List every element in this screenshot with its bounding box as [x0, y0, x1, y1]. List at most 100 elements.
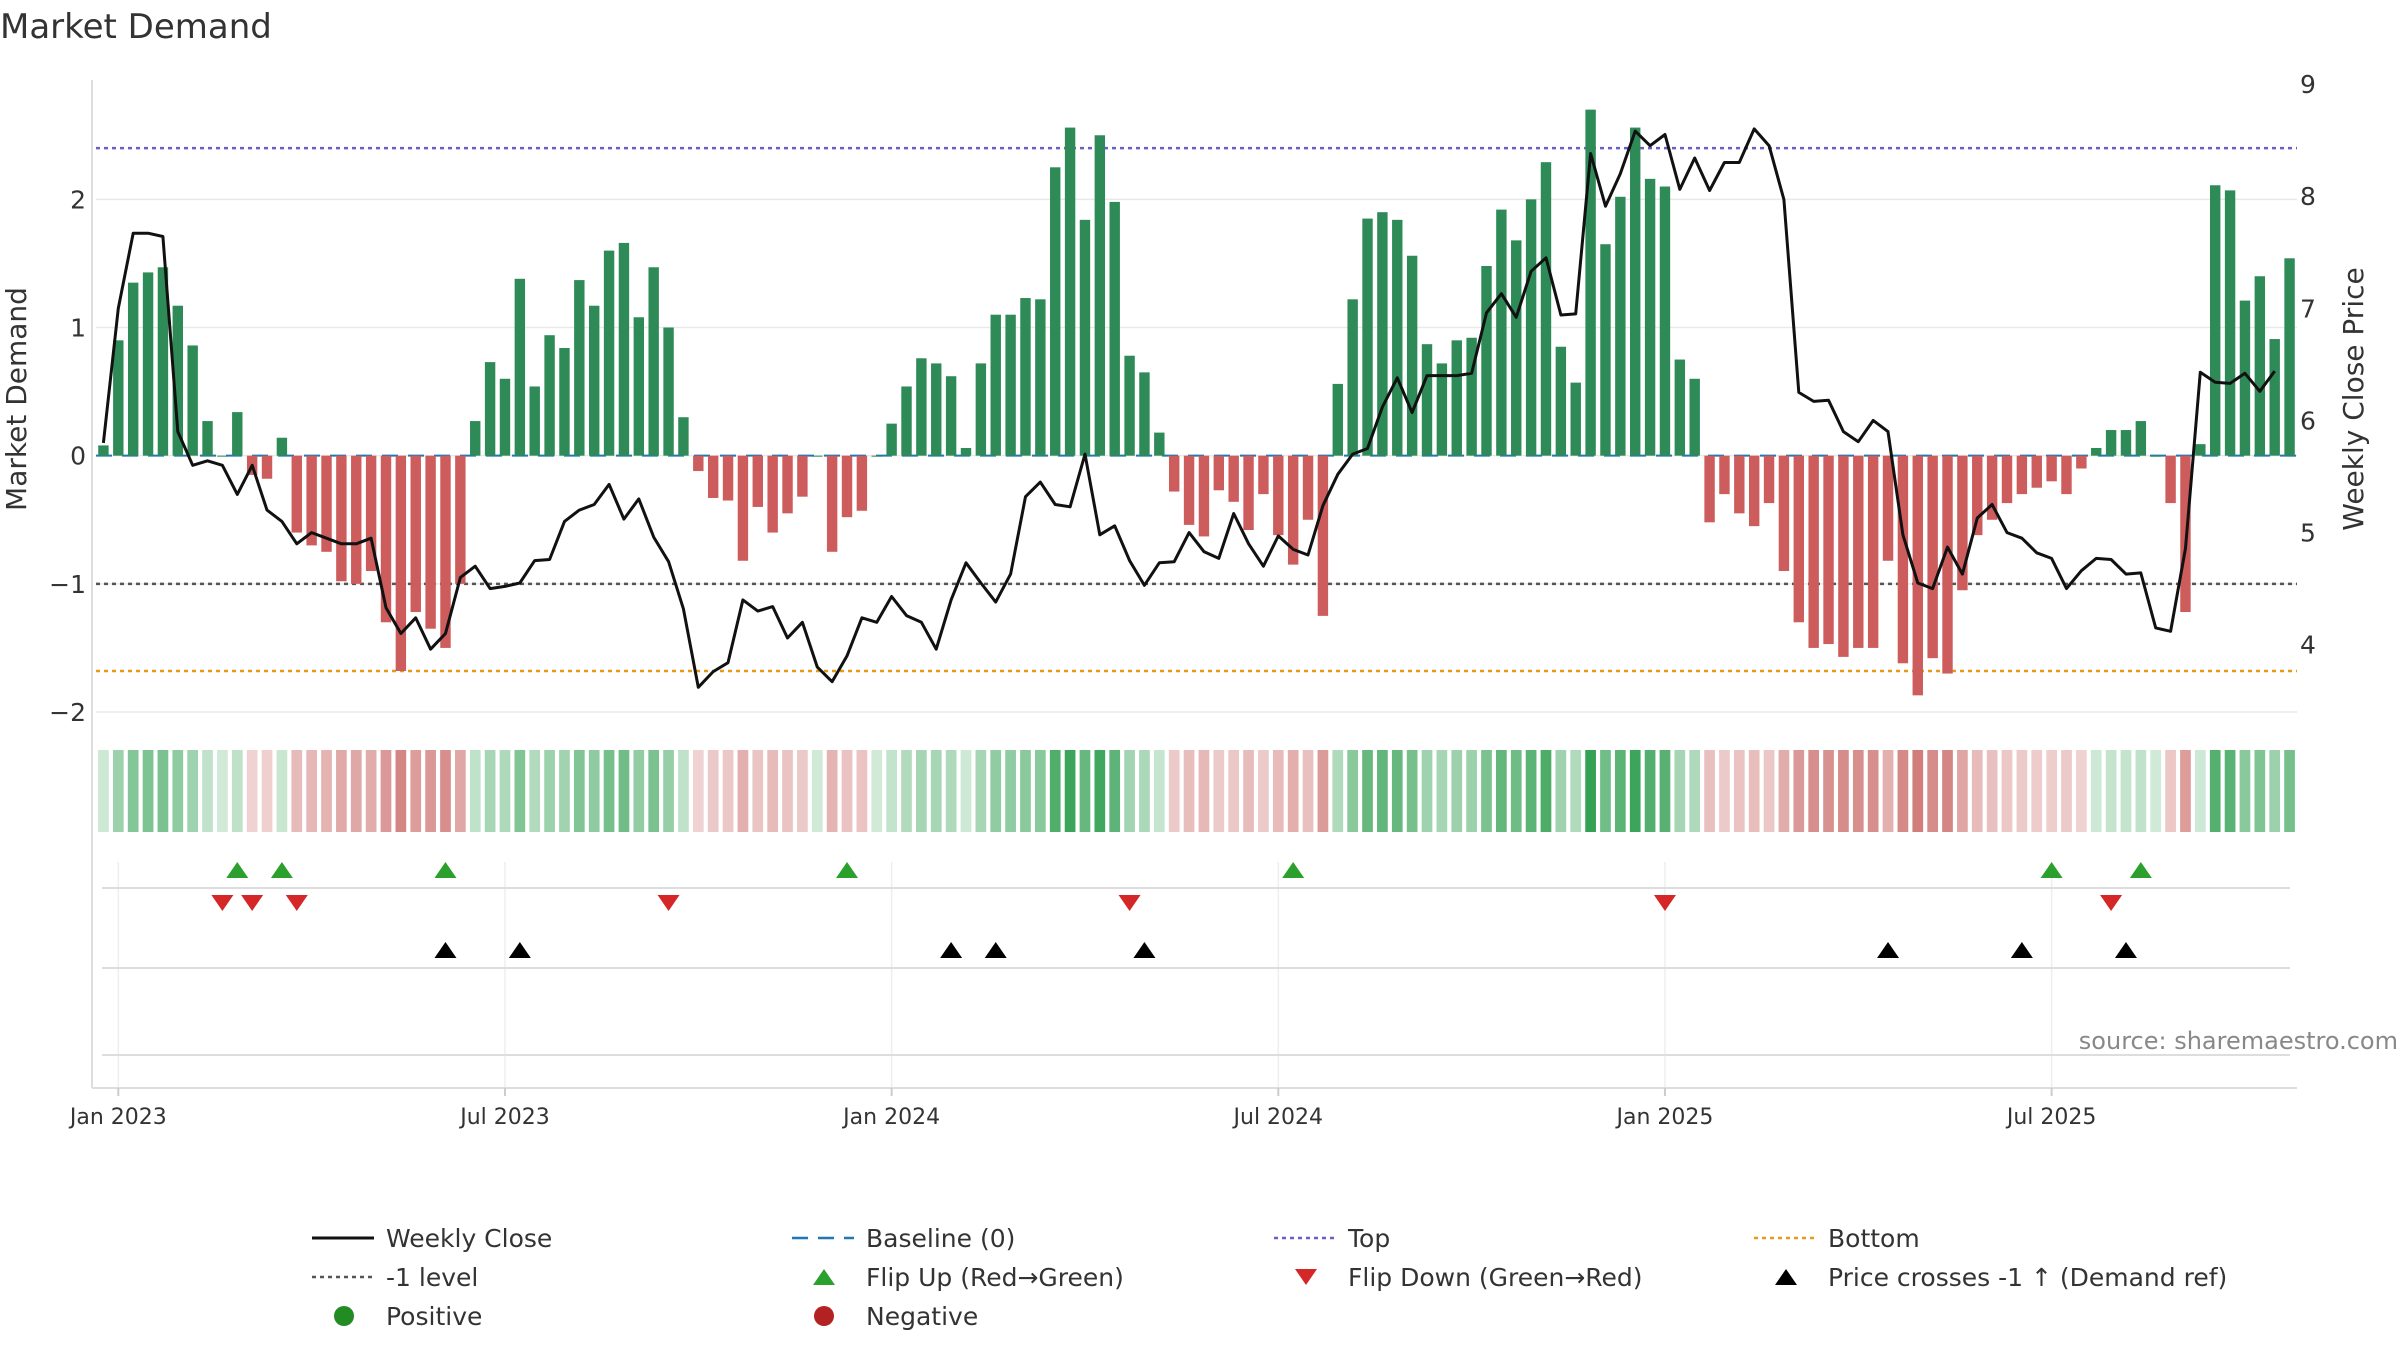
strip-cell [306, 750, 317, 832]
strip-cell [1570, 750, 1582, 832]
strip-cell [1109, 750, 1121, 832]
strip-cell [321, 750, 332, 832]
flip-down-marker [241, 895, 264, 911]
demand-bar [2091, 447, 2102, 456]
demand-bar [2076, 455, 2087, 469]
demand-bar [812, 455, 823, 457]
flip-up-marker [2040, 862, 2063, 878]
demand-bar [1124, 355, 1135, 456]
legend-label: Weekly Close [386, 1224, 552, 1253]
demand-bar [1615, 196, 1626, 456]
y-axis-label-left: Market Demand [0, 287, 33, 511]
strip-cell [1614, 750, 1626, 832]
strip-cell [380, 750, 392, 832]
strip-cell [157, 750, 169, 832]
demand-bar [1035, 299, 1046, 456]
strip-cell [1823, 750, 1834, 832]
axes: −2 −1 0 1 2 4 5 6 7 8 9 Jan 2023 Jul 2023 Jan 2024 Jul… [49, 70, 2316, 1130]
demand-bar [975, 363, 987, 456]
demand-bar [1570, 382, 1581, 456]
demand-bar [172, 305, 183, 456]
strip-cell [544, 750, 555, 832]
demand-bar [1421, 344, 1433, 456]
demand-bar [2195, 444, 2206, 456]
strip-cell [752, 750, 764, 832]
legend-label: Flip Down (Green→Red) [1348, 1263, 1643, 1292]
demand-bar [588, 305, 600, 456]
grid-layer [96, 198, 2297, 1088]
strip-cell [2001, 750, 2013, 832]
demand-bar [901, 386, 912, 456]
demand-bar [499, 378, 511, 456]
legend-item: Positive [334, 1302, 482, 1331]
strip-cell [1540, 750, 1552, 832]
strip-cell [707, 750, 719, 832]
demand-bar [514, 278, 526, 456]
chart-title: Market Demand [0, 7, 272, 47]
demand-bar [276, 437, 288, 456]
demand-bar [1168, 455, 1180, 492]
legend-label: Baseline (0) [866, 1224, 1015, 1253]
strip-cell [1332, 750, 1344, 832]
source-credit: source: sharemaestro.com [2079, 1027, 2398, 1055]
weekly-close-line [101, 127, 2276, 689]
y-left-tick-label: −2 [49, 698, 86, 727]
strip-cell [722, 750, 734, 832]
flip-down-marker [1118, 895, 1141, 911]
flip-up-marker [836, 862, 859, 878]
demand-bar [142, 272, 154, 456]
strip-cell [1139, 750, 1150, 832]
demand-bar [1198, 455, 1210, 537]
demand-bar [1882, 455, 1894, 561]
strip-cell [1942, 750, 1953, 832]
demand-bar [1927, 455, 1938, 659]
demand-bar [1020, 298, 1031, 456]
strip-cell [1986, 750, 1998, 832]
price-cross-marker [984, 942, 1007, 958]
demand-bar [782, 455, 793, 514]
flip-up-marker [434, 862, 457, 878]
demand-bar [1451, 340, 1462, 456]
strip-cell [1094, 750, 1106, 832]
price-cross-marker [508, 942, 531, 958]
strip-cell [1272, 750, 1284, 832]
demand-bar [931, 363, 942, 456]
strip-cell [291, 750, 303, 832]
strip-cell [2150, 750, 2162, 832]
legend-label: Positive [386, 1302, 482, 1331]
demand-bar [232, 412, 243, 456]
strip-cell [2076, 750, 2087, 832]
strip-cell [945, 750, 957, 832]
strip-cell [1510, 750, 1522, 832]
strip-cell [1451, 750, 1463, 832]
strip-cell [1689, 750, 1701, 832]
strip-cell [2135, 750, 2147, 832]
strip-cell [1912, 750, 1924, 832]
demand-bar [1287, 455, 1299, 565]
demand-bar [1867, 455, 1879, 648]
strip-cell [1436, 750, 1448, 832]
demand-bar [678, 417, 689, 456]
legend-symbol-triangle-up [1775, 1269, 1797, 1285]
strip-cell [1971, 750, 1983, 832]
demand-bar [1912, 455, 1923, 696]
price-cross-marker [2010, 942, 2033, 958]
strip-cell [2254, 750, 2266, 832]
strip-cell [559, 750, 570, 832]
strip-cell [1406, 750, 1418, 832]
strip-cell [930, 750, 942, 832]
strip-cell [1049, 750, 1061, 832]
strip-cell [841, 750, 853, 832]
strip-cell [1347, 750, 1359, 832]
demand-bar [633, 317, 645, 456]
demand-bar [1496, 209, 1507, 456]
legend-label: -1 level [386, 1263, 478, 1292]
strip-cell [1659, 750, 1671, 832]
demand-bar [365, 455, 377, 572]
strip-cell [1258, 750, 1269, 832]
strip-cell [1719, 750, 1730, 832]
demand-bar [559, 348, 570, 456]
demand-bar [1644, 178, 1656, 456]
demand-bar [618, 242, 630, 456]
demand-bar [1838, 455, 1849, 657]
